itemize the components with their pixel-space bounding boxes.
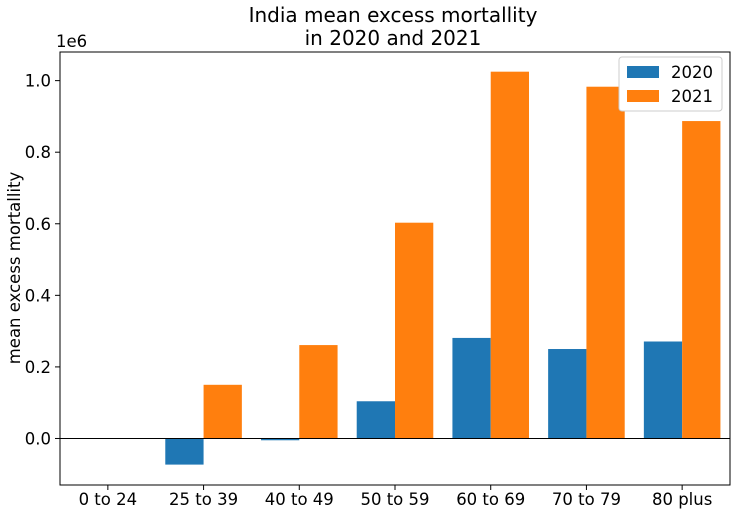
legend-label-2020: 2020 (671, 63, 713, 82)
chart-title-line-1: India mean excess mortallity (249, 3, 538, 27)
x-tick-label-4: 50 to 59 (360, 490, 429, 509)
bar-2021-2 (203, 384, 242, 439)
y-tick-label-2: 0.2 (25, 358, 51, 377)
y-axis-label: mean excess mortallity (5, 171, 24, 364)
bar-2021-5 (490, 71, 529, 439)
bar-2020-6 (548, 349, 587, 439)
y-tick-label-3: 0.4 (25, 286, 51, 305)
plot-area: 0.0 0.2 0.4 0.6 0.8 1.0 0 to 24 25 to 39 40 to 4… (25, 51, 731, 509)
bar-2021-7 (682, 121, 721, 439)
y-tick-label-5: 0.8 (25, 143, 51, 162)
y-tick-label-1: 0.0 (25, 429, 51, 448)
chart-title: India mean excess mortallity in 2020 and… (249, 3, 538, 50)
bar-2020-4 (356, 401, 395, 439)
y-tick-label-4: 0.6 (25, 215, 51, 234)
legend-label-2021: 2021 (671, 87, 713, 106)
y-offset-label: 1e6 (56, 32, 87, 51)
bar-2021-4 (395, 222, 434, 439)
x-tick-label-3: 40 to 49 (265, 490, 334, 509)
x-tick-label-7: 80 plus (652, 490, 712, 509)
bar-2020-7 (643, 341, 683, 439)
bar-2020-5 (452, 337, 491, 439)
legend: 2020 2021 (618, 56, 723, 112)
bar-2021-6 (586, 86, 625, 439)
y-tick-label-6: 1.0 (25, 72, 51, 91)
bar-2020-3 (261, 438, 300, 441)
x-tick-label-1: 0 to 24 (79, 490, 138, 509)
bar-2020-2 (165, 438, 204, 465)
x-tick-label-2: 25 to 39 (169, 490, 238, 509)
legend-swatch-2020 (627, 66, 659, 78)
bar-2021-3 (299, 345, 338, 439)
legend-swatch-2021 (627, 90, 659, 102)
x-tick-label-6: 70 to 79 (552, 490, 621, 509)
chart-title-line-2: in 2020 and 2021 (305, 26, 482, 50)
x-tick-label-5: 60 to 69 (456, 490, 525, 509)
